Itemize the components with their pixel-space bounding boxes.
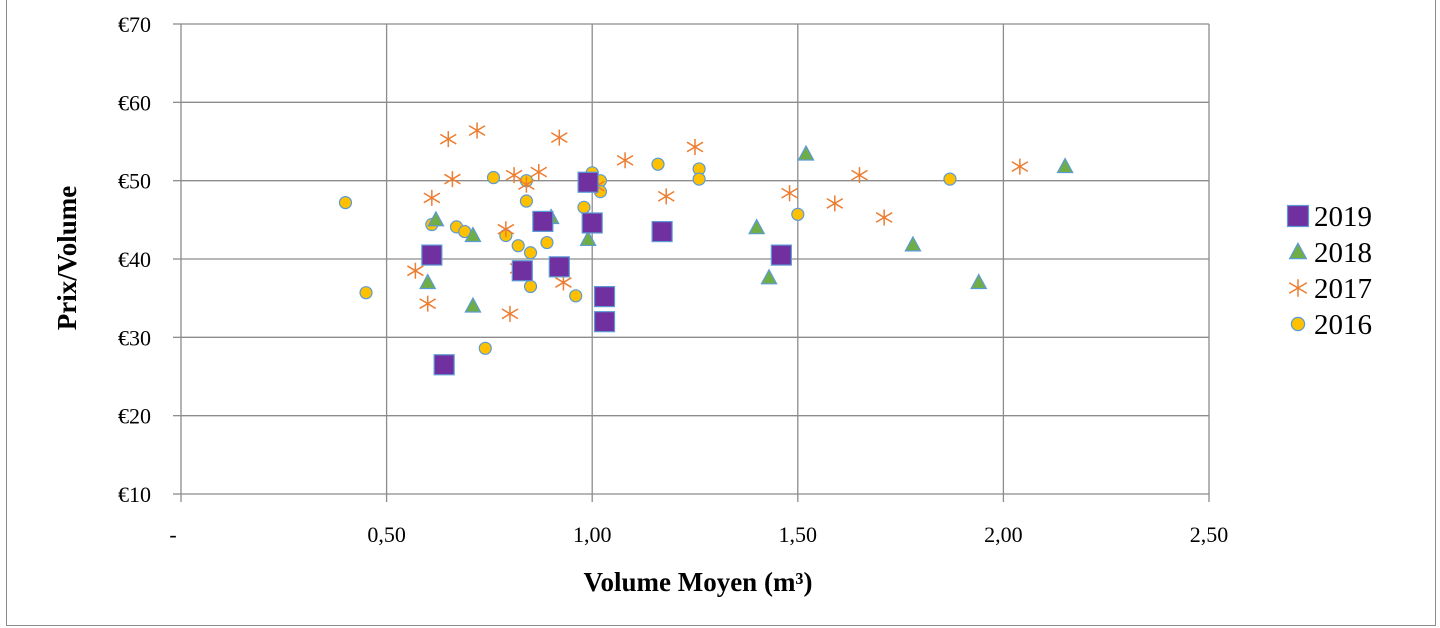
gridlines xyxy=(180,23,1210,495)
x-tick-label: 1,00 xyxy=(573,522,612,547)
point-2018 xyxy=(760,268,778,285)
x-tick-label: 2,00 xyxy=(984,522,1023,547)
y-tick-label: €50 xyxy=(118,169,151,194)
point-2019 xyxy=(421,244,443,266)
point-2017 xyxy=(419,295,437,312)
legend-item-2019: 2019 xyxy=(1286,201,1372,233)
point-2018 xyxy=(579,230,597,247)
x-tick-label: 1,50 xyxy=(779,522,818,547)
point-2018 xyxy=(797,144,815,161)
point-2016 xyxy=(943,172,957,186)
point-2018 xyxy=(464,296,482,313)
legend-marker-2019 xyxy=(1286,204,1310,228)
legend-marker-2018 xyxy=(1288,241,1308,260)
point-2017 xyxy=(826,195,844,212)
x-tick-label: - xyxy=(169,522,176,547)
point-2017 xyxy=(1011,158,1029,175)
series-2018 xyxy=(419,144,1074,313)
point-2016 xyxy=(540,235,554,250)
axes xyxy=(173,23,1210,502)
point-2017 xyxy=(439,131,457,148)
point-2016 xyxy=(692,172,706,186)
point-2018 xyxy=(1056,157,1074,174)
point-2019 xyxy=(548,256,570,278)
y-tick-label: €40 xyxy=(118,247,151,272)
point-2019 xyxy=(581,212,603,234)
point-2016 xyxy=(791,207,805,221)
y-tick-label: €20 xyxy=(118,404,151,429)
y-tick-label: €70 xyxy=(118,12,151,37)
point-2017 xyxy=(781,185,798,202)
legend-label-2017: 2017 xyxy=(1314,273,1372,305)
series-2019 xyxy=(421,171,792,376)
point-2018 xyxy=(464,226,482,243)
point-2017 xyxy=(423,189,441,206)
legend-marker-2017 xyxy=(1288,279,1308,297)
point-2019 xyxy=(577,171,599,193)
point-2019 xyxy=(532,210,554,232)
point-2017 xyxy=(530,164,548,181)
legend-item-2017: 2017 xyxy=(1288,273,1372,305)
point-2016 xyxy=(511,239,525,253)
point-2017 xyxy=(501,305,519,322)
point-2017 xyxy=(444,171,461,188)
point-2019 xyxy=(593,286,616,308)
point-2017 xyxy=(686,138,704,155)
point-2019 xyxy=(651,220,673,243)
chart-frame xyxy=(6,0,1436,626)
point-2017 xyxy=(505,167,523,184)
point-2018 xyxy=(904,235,922,252)
point-2018 xyxy=(427,210,445,227)
point-2017 xyxy=(468,122,486,139)
point-2016 xyxy=(338,196,353,210)
point-2016 xyxy=(359,286,373,300)
point-2017 xyxy=(851,167,868,184)
series-2017 xyxy=(406,122,1029,322)
point-2016 xyxy=(569,289,583,303)
legend: 2019 2018 2017 2016 xyxy=(1286,201,1372,341)
legend-label-2018: 2018 xyxy=(1314,237,1372,269)
point-2017 xyxy=(657,188,675,205)
point-2018 xyxy=(748,218,766,235)
legend-marker-2016 xyxy=(1290,316,1306,332)
point-2016 xyxy=(478,341,492,355)
point-2018 xyxy=(970,273,988,290)
point-2018 xyxy=(419,273,437,290)
point-2019 xyxy=(511,260,533,282)
point-2016 xyxy=(523,246,538,260)
point-2016 xyxy=(651,157,665,171)
point-2017 xyxy=(550,129,568,146)
x-tick-label: 2,50 xyxy=(1190,522,1229,547)
tick-labels: €10 €20 €30 €40 €50 €60 €70 - 0,50 1,00 1,50 2,00 2,… xyxy=(118,12,1228,547)
y-tick-label: €30 xyxy=(118,325,151,350)
point-2016 xyxy=(519,194,534,208)
y-tick-label: €10 xyxy=(118,482,151,507)
legend-label-2019: 2019 xyxy=(1314,201,1372,233)
y-axis-title: Prix/Volume xyxy=(52,186,82,331)
point-2017 xyxy=(518,176,535,193)
legend-item-2018: 2018 xyxy=(1288,237,1372,269)
legend-item-2016: 2016 xyxy=(1290,309,1372,341)
point-2017 xyxy=(875,209,893,226)
point-2019 xyxy=(770,244,792,266)
x-tick-label: 0,50 xyxy=(367,522,406,547)
point-2017 xyxy=(497,221,515,238)
data-points xyxy=(338,122,1074,376)
point-2016 xyxy=(486,170,501,185)
x-axis-title: Volume Moyen (m³) xyxy=(583,567,812,597)
point-2016 xyxy=(523,279,538,294)
point-2016 xyxy=(577,200,591,214)
point-2019 xyxy=(433,354,455,376)
legend-label-2016: 2016 xyxy=(1314,309,1372,341)
y-tick-label: €60 xyxy=(118,90,151,115)
point-2019 xyxy=(593,311,616,333)
point-2017 xyxy=(406,262,424,279)
point-2017 xyxy=(616,152,634,169)
